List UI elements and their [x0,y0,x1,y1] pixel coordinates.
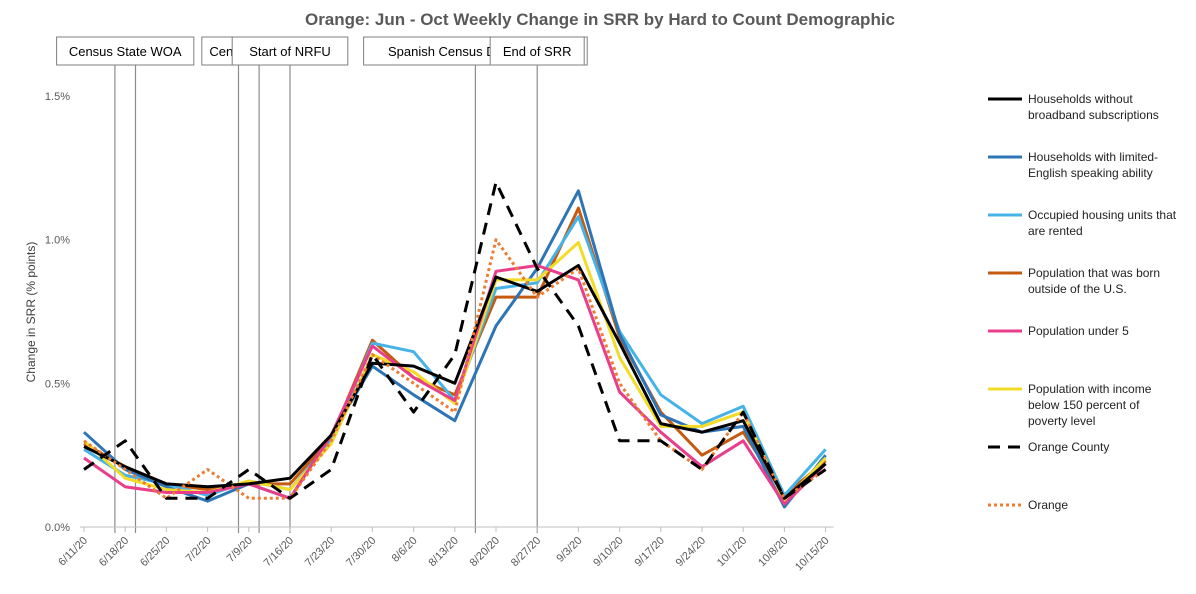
x-tick-label: 6/25/20 [138,535,172,569]
series-line-population-with-income-below-150-percent-of-poverty-level [82,241,827,503]
legend-label-households-with-limited-english-speaking-ability: Households with limited-English speaking… [1028,150,1158,180]
x-tick-label: 10/8/20 [756,535,790,569]
x-tick-label: 9/10/20 [591,535,625,569]
y-tick-label: 0.5% [45,378,70,390]
x-tick-label: 7/23/20 [303,535,337,569]
x-tick-label: 9/24/20 [674,535,708,569]
x-tick-label: 8/6/20 [390,535,420,565]
legend-label-households-without-broadband-subscriptions: Households without broadband subscription… [1028,92,1159,122]
event-label-census-state-woa: Census State WOA [69,44,182,59]
legend: Households without broadband subscription… [988,92,1177,512]
event-label-end-of-srr: End of SRR [503,44,572,59]
series-line-orange [83,238,827,500]
event-box-census-state-woa [56,36,195,66]
x-tick-label: 8/20/20 [468,535,502,569]
series-line-orange-county [83,180,827,500]
x-tick-label: 9/3/20 [554,535,584,565]
y-tick-label: 1.0% [45,235,70,247]
x-tick-label: 7/9/20 [225,535,255,565]
legend-label-orange: Orange [1028,498,1068,512]
x-tick-label: 8/13/20 [426,535,460,569]
legend-label-population-under-5: Population under 5 [1028,324,1129,338]
y-tick-label: 0.0% [45,522,70,534]
x-tick-label: 6/11/20 [56,535,90,569]
x-tick-label: 7/16/20 [262,535,296,569]
series-lines [82,180,827,509]
x-tick-label: 10/1/20 [715,535,749,569]
y-axis-label: Change in SRR (% points) [24,242,38,383]
event-label-start-of-nrfu: Start of NRFU [249,44,331,59]
axes: 0.0% 0.5% 1.0% 1.5% 6/11/20 6/18/20 6/25/20 7/2… [45,91,834,573]
x-tick-label: 7/2/20 [184,535,214,565]
event-box-end-of-srr [489,36,585,66]
x-tick-label: 10/15/20 [793,535,832,574]
chart-title: Orange: Jun - Oct Weekly Change in SRR b… [305,10,895,29]
legend-label-population-with-income-below-150-percent-of-poverty-level: Population with income below 150 percent … [1028,382,1152,428]
x-tick-label: 7/30/20 [344,535,378,569]
x-tick-label: 9/17/20 [632,535,666,569]
x-tick-label: 8/27/20 [509,535,543,569]
series-line-population-that-was-born-outside-of-the-u-s [83,206,827,497]
x-tick-label: 6/18/20 [97,535,131,569]
series-line-population-under-5 [83,264,827,506]
y-tick-label: 1.5% [45,91,70,103]
legend-label-orange-county: Orange County [1028,440,1109,454]
legend-label-population-that-was-born-outside-of-the-u-s: Population that was born outside of the U… [1028,266,1160,296]
series-line-households-without-broadband-subscriptions [83,264,827,500]
event-box-start-of-nrfu [231,36,349,66]
legend-label-occupied-housing-units-that-are-rented: Occupied housing units that are rented [1028,208,1177,238]
